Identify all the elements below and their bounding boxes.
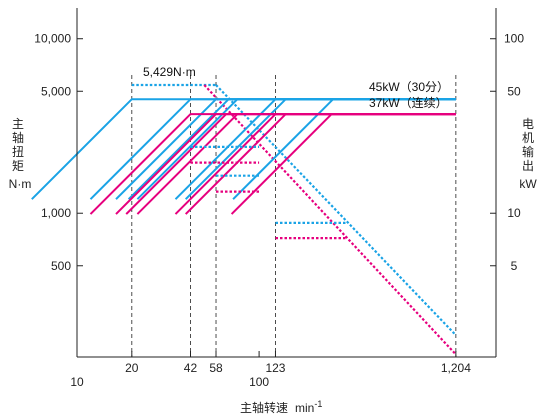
grid-layer: [131, 75, 457, 357]
annotation-torque-max: 5,429N·m: [143, 65, 196, 79]
x-tick-label: 123: [265, 361, 285, 375]
x-tick-label: 100: [249, 375, 269, 389]
annotation-power-45: 45kW（30分）: [369, 80, 449, 94]
y2-tick-label: 10: [507, 206, 521, 220]
y-axis-title-char: 轴: [12, 130, 24, 145]
text-layer: 5,429N·m 45kW（30分） 37kW（连续） 主 轴 扭 矩 N·m …: [9, 65, 538, 415]
x-tick-label: 58: [209, 361, 223, 375]
x-axis-unit: min-1: [295, 399, 322, 415]
series-line: [230, 113, 456, 215]
series-layer: [31, 83, 457, 356]
y2-axis-title-char: 输: [522, 144, 534, 159]
y2-axis-title-char: 机: [522, 131, 534, 145]
y-tick-label: 1,000: [41, 206, 71, 220]
y-tick-label: 10,000: [34, 32, 71, 46]
series-line: [89, 113, 456, 215]
y2-tick-label: 5: [511, 259, 518, 273]
y-axis-title-char: 矩: [12, 159, 24, 173]
series-line: [203, 84, 457, 356]
y2-axis-title-char: 电: [522, 117, 534, 131]
y2-tick-label: 100: [504, 32, 524, 46]
y-axis-title-char: 扭: [12, 145, 24, 159]
x-tick-label: 10: [70, 375, 84, 389]
x-axis-title: 主轴转速: [240, 400, 288, 415]
y2-axis-title-char: 出: [522, 159, 534, 173]
y-axis-unit: N·m: [9, 177, 32, 191]
y-axis-title-char: 主: [12, 117, 24, 131]
annotation-power-37: 37kW（连续）: [369, 95, 448, 110]
y2-axis-unit: kW: [519, 177, 537, 191]
y-tick-label: 5,000: [41, 84, 71, 98]
x-tick-label: 42: [184, 361, 198, 375]
series-line: [115, 113, 456, 215]
x-tick-label: 1,204: [441, 361, 471, 375]
y-tick-label: 500: [51, 259, 71, 273]
x-tick-label: 20: [125, 361, 139, 375]
y2-tick-label: 50: [507, 84, 521, 98]
series-line: [232, 98, 456, 200]
series-line: [215, 84, 457, 336]
